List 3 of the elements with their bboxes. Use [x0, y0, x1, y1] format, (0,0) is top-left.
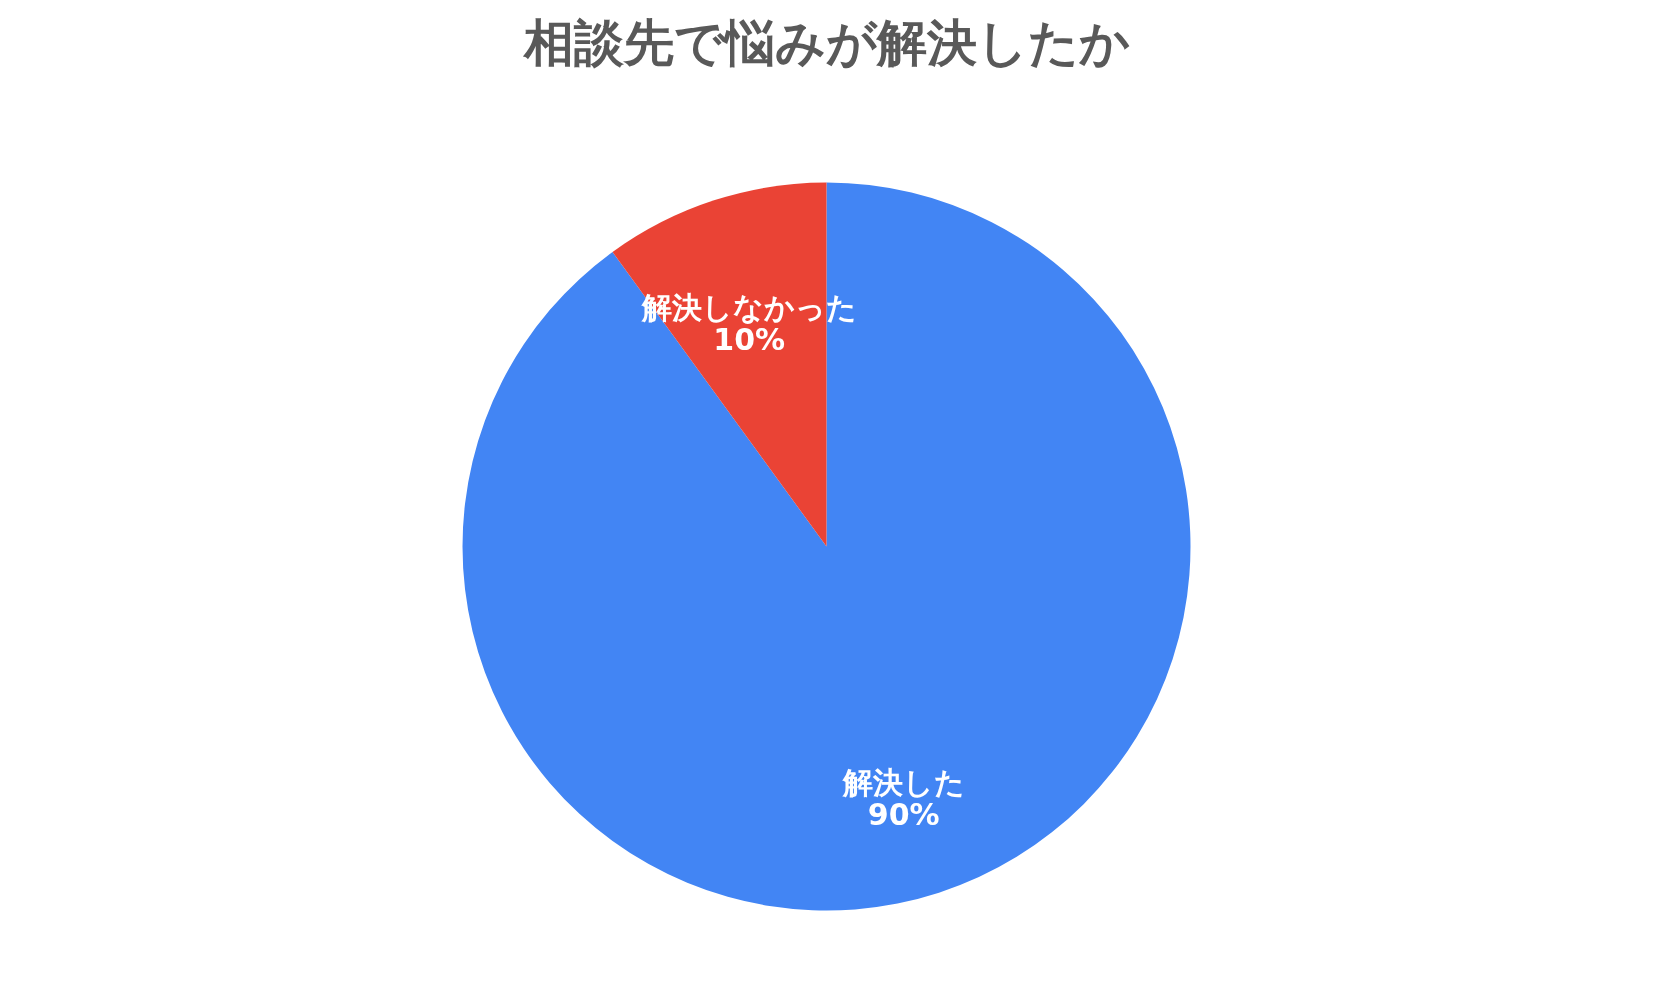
pie-slice: [462, 182, 1191, 910]
pie-slice: [612, 182, 827, 547]
chart-title: 相談先で悩みが解決したか: [521, 14, 1130, 72]
